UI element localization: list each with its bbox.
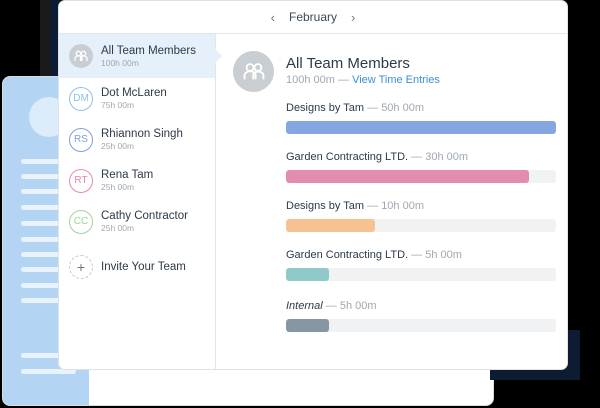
report-panel: All Team Members 100h 00m — View Time En… — [216, 34, 567, 369]
placeholder-line — [21, 283, 76, 288]
backdrop-strip — [40, 0, 52, 80]
member-name: Rhiannon Singh — [101, 128, 183, 140]
project-row: Garden Contracting LTD. — 5h 00m — [286, 249, 556, 281]
progress-fill — [286, 319, 330, 332]
month-label: February — [288, 10, 338, 24]
member-name: Rena Tam — [101, 169, 154, 181]
month-navigator: ‹ February › — [59, 1, 567, 34]
placeholder-line — [21, 369, 76, 374]
project-name: Designs by Tam — [286, 102, 365, 114]
separator: — — [334, 74, 353, 86]
placeholder-line — [21, 221, 76, 226]
placeholder-line — [21, 267, 76, 272]
project-hours: 30h 00m — [425, 151, 469, 163]
project-row: Internal — 5h 00m — [286, 300, 556, 332]
progress-track — [286, 268, 556, 281]
project-name: Internal — [286, 300, 323, 312]
member-item-cathy-contractor[interactable]: CC Cathy Contractor 25h 00m — [59, 201, 215, 242]
chevron-left-icon[interactable]: ‹ — [270, 9, 275, 25]
member-hours: 25h 00m — [101, 182, 135, 192]
placeholder-line — [21, 298, 76, 303]
total-hours: 100h 00m — [286, 74, 335, 86]
project-name: Garden Contracting LTD. — [286, 249, 409, 261]
project-row: Designs by Tam — 50h 00m — [286, 102, 556, 134]
backdrop-shadow — [50, 0, 60, 80]
member-hours: 100h 00m — [101, 57, 139, 68]
project-row: Designs by Tam — 10h 00m — [286, 200, 556, 232]
report-title: All Team Members — [286, 55, 410, 72]
team-group-icon — [233, 51, 274, 92]
member-item-rhiannon-singh[interactable]: RS Rhiannon Singh 25h 00m — [59, 119, 215, 160]
progress-track — [286, 219, 556, 232]
progress-fill — [286, 219, 376, 232]
project-name: Garden Contracting LTD. — [286, 151, 409, 163]
placeholder-line — [21, 205, 81, 210]
progress-fill — [286, 170, 529, 183]
project-hours: 5h 00m — [425, 249, 462, 261]
project-name: Designs by Tam — [286, 200, 365, 212]
progress-track — [286, 319, 556, 332]
team-group-icon — [69, 44, 93, 68]
project-hours: 5h 00m — [339, 300, 377, 312]
invite-label: Invite Your Team — [101, 260, 186, 273]
placeholder-line — [21, 189, 71, 194]
member-item-all[interactable]: All Team Members 100h 00m — [59, 34, 222, 78]
team-member-list: All Team Members 100h 00m DM Dot McLaren… — [59, 34, 222, 369]
project-hours: 50h 00m — [381, 102, 424, 114]
member-item-dot-mclaren[interactable]: DM Dot McLaren 75h 00m — [59, 78, 215, 119]
progress-track — [286, 170, 556, 183]
team-report-window: ‹ February › All Team Members 100h 00m D… — [58, 0, 568, 370]
placeholder-line — [21, 159, 81, 164]
member-name: Cathy Contractor — [101, 210, 188, 222]
progress-fill — [286, 268, 330, 281]
placeholder-line — [21, 174, 76, 179]
avatar: RS — [69, 127, 93, 152]
report-subtitle: 100h 00m — View Time Entries — [286, 74, 440, 86]
chevron-right-icon[interactable]: › — [351, 9, 356, 25]
member-name: All Team Members — [101, 44, 197, 57]
project-hours: 10h 00m — [381, 200, 424, 212]
member-hours: 25h 00m — [101, 141, 135, 151]
project-row: Garden Contracting LTD. — 30h 00m — [286, 151, 556, 183]
avatar: RT — [69, 168, 93, 193]
avatar: DM — [69, 86, 93, 111]
progress-track — [286, 121, 556, 134]
avatar: CC — [69, 209, 93, 234]
invite-team-button[interactable]: + Invite Your Team — [59, 246, 215, 287]
placeholder-line — [21, 353, 76, 358]
member-item-rena-tam[interactable]: RT Rena Tam 25h 00m — [59, 160, 215, 201]
member-name: Dot McLaren — [101, 87, 167, 99]
placeholder-line — [21, 237, 76, 242]
placeholder-line — [21, 252, 81, 257]
member-hours: 75h 00m — [101, 100, 135, 110]
plus-icon: + — [69, 254, 93, 279]
member-hours: 25h 00m — [101, 223, 135, 233]
progress-fill — [286, 121, 556, 134]
view-time-entries-link[interactable]: View Time Entries — [352, 74, 440, 86]
